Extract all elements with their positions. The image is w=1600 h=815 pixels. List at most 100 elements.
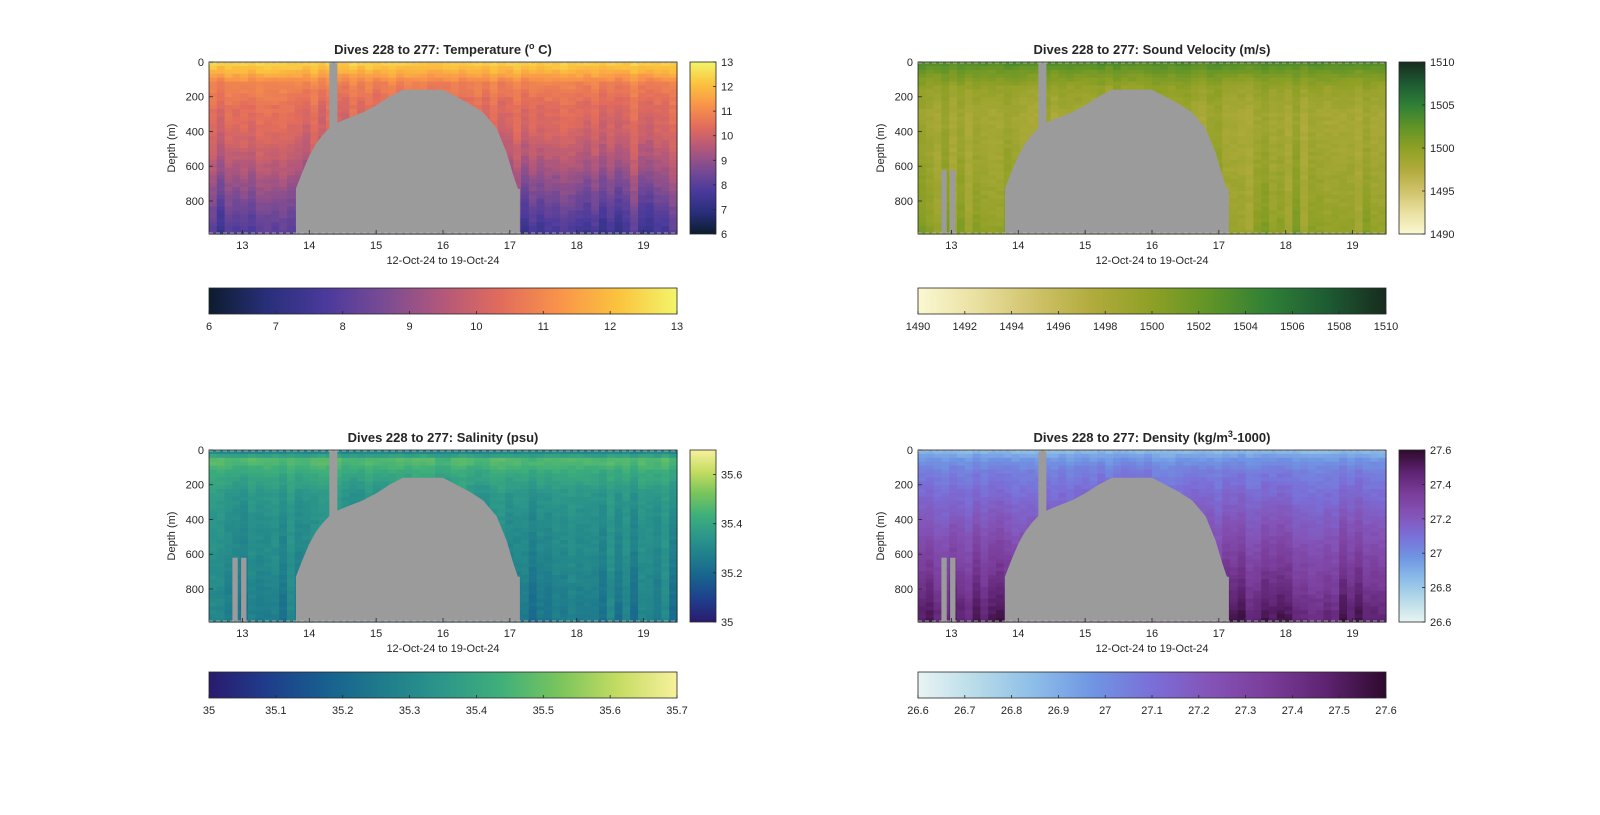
hcolorbar-tick-label: 27.2 <box>1188 705 1209 717</box>
colorbar-tick-label: 1495 <box>1430 186 1454 198</box>
title-superscript: 3 <box>1228 429 1233 439</box>
colorbar-tick-label: 27 <box>1430 548 1442 560</box>
missing-data-column <box>329 62 338 234</box>
hcolorbar-tick-label: 27.1 <box>1141 705 1162 717</box>
title-main: Dives 228 to 277: Sound Velocity (m/s) <box>1034 42 1271 57</box>
y-tick-label: 800 <box>186 584 204 596</box>
x-tick-label: 17 <box>504 240 516 252</box>
x-axis-label: 12-Oct-24 to 19-Oct-24 <box>1095 255 1208 267</box>
missing-data-column <box>950 169 956 234</box>
x-tick-label: 19 <box>1346 240 1358 252</box>
x-tick-label: 18 <box>571 240 583 252</box>
hcolorbar-tick-label: 27.3 <box>1235 705 1256 717</box>
y-tick-label: 200 <box>895 480 913 492</box>
x-axis-label: 12-Oct-24 to 19-Oct-24 <box>386 643 499 655</box>
x-tick-label: 16 <box>1146 240 1158 252</box>
hcolorbar-tick-label: 26.7 <box>954 705 975 717</box>
x-tick-label: 17 <box>1213 628 1225 640</box>
x-tick-label: 17 <box>504 628 516 640</box>
horizontal-colorbar <box>208 287 678 315</box>
colorbar-tick-label: 6 <box>721 229 727 241</box>
colorbar-tick-label: 13 <box>721 57 733 69</box>
panel-0: 13 14 15 16 17 18 19 0 200 400 600 800 12-Oct-24 to … <box>166 41 733 333</box>
colorbar-tick-label: 8 <box>721 180 727 192</box>
vertical-colorbar <box>1398 449 1426 623</box>
chart-title: Dives 228 to 277: Density (kg/m3-1000) <box>1034 429 1271 445</box>
colorbar-tick-label: 1510 <box>1430 57 1454 69</box>
missing-data-column <box>1038 62 1047 234</box>
y-axis-label: Depth (m) <box>166 124 178 173</box>
x-tick-label: 15 <box>1079 628 1091 640</box>
x-tick-label: 19 <box>637 628 649 640</box>
hcolorbar-tick-label: 11 <box>538 321 549 333</box>
x-tick-label: 14 <box>303 240 315 252</box>
hcolorbar-tick-label: 1502 <box>1187 321 1211 333</box>
y-tick-label: 0 <box>198 57 204 69</box>
hcolorbar-tick-label: 26.6 <box>907 705 928 717</box>
y-tick-label: 800 <box>895 196 913 208</box>
colorbar-tick-label: 35.4 <box>721 519 742 531</box>
x-tick-label: 15 <box>1079 240 1091 252</box>
x-tick-label: 14 <box>1012 628 1024 640</box>
x-tick-label: 18 <box>1280 240 1292 252</box>
seafloor-mask <box>1004 89 1229 234</box>
hcolorbar-tick-label: 26.8 <box>1001 705 1022 717</box>
missing-data-column <box>241 557 247 622</box>
colorbar-tick-label: 27.4 <box>1430 479 1451 491</box>
missing-data-column <box>232 557 238 622</box>
hcolorbar-tick-label: 35.6 <box>599 705 620 717</box>
x-tick-label: 15 <box>370 628 382 640</box>
x-tick-label: 19 <box>1346 628 1358 640</box>
colorbar-tick-label: 27.2 <box>1430 514 1451 526</box>
panel-2: 13 14 15 16 17 18 19 0 200 400 600 800 12-Oct-24 to … <box>166 430 742 717</box>
horizontal-colorbar <box>917 671 1387 699</box>
title-superscript: o <box>529 41 535 51</box>
y-tick-label: 600 <box>186 549 204 561</box>
hcolorbar-tick-label: 26.9 <box>1048 705 1069 717</box>
hcolorbar-tick-label: 1500 <box>1140 321 1164 333</box>
colorbar-tick-label: 35.2 <box>721 568 742 580</box>
hcolorbar-tick-label: 13 <box>671 321 683 333</box>
x-tick-label: 13 <box>236 628 248 640</box>
hcolorbar-tick-label: 1508 <box>1327 321 1351 333</box>
y-axis-label: Depth (m) <box>166 512 178 561</box>
y-tick-label: 400 <box>895 126 913 138</box>
y-tick-label: 600 <box>895 549 913 561</box>
hcolorbar-tick-label: 1510 <box>1374 321 1398 333</box>
x-tick-label: 13 <box>236 240 248 252</box>
title-tail: C) <box>535 42 552 57</box>
hcolorbar-tick-label: 1498 <box>1093 321 1117 333</box>
y-axis-label: Depth (m) <box>875 124 887 173</box>
hcolorbar-tick-label: 27.5 <box>1328 705 1349 717</box>
x-tick-label: 18 <box>571 628 583 640</box>
chart-title: Dives 228 to 277: Salinity (psu) <box>348 430 539 445</box>
y-axis-label: Depth (m) <box>875 512 887 561</box>
y-tick-label: 0 <box>198 445 204 457</box>
colorbar-tick-label: 11 <box>721 106 732 118</box>
title-main: Dives 228 to 277: Salinity (psu) <box>348 430 539 445</box>
hcolorbar-tick-label: 35.2 <box>332 705 353 717</box>
title-main: Dives 228 to 277: Temperature ( <box>334 42 530 57</box>
vertical-colorbar <box>689 449 717 623</box>
hcolorbar-tick-label: 27.6 <box>1375 705 1396 717</box>
colorbar-tick-label: 35.6 <box>721 470 742 482</box>
y-tick-label: 600 <box>895 161 913 173</box>
hcolorbar-tick-label: 27.4 <box>1282 705 1303 717</box>
hcolorbar-tick-label: 35.7 <box>666 705 687 717</box>
hcolorbar-tick-label: 35.5 <box>533 705 554 717</box>
panel-3: 13 14 15 16 17 18 19 0 200 400 600 800 12-Oct-24 to … <box>875 429 1451 717</box>
horizontal-colorbar <box>208 671 678 699</box>
hcolorbar-tick-label: 10 <box>470 321 482 333</box>
title-tail: -1000) <box>1233 430 1271 445</box>
y-tick-label: 0 <box>907 57 913 69</box>
colorbar-tick-label: 26.6 <box>1430 617 1451 629</box>
x-tick-label: 18 <box>1280 628 1292 640</box>
colorbar-tick-label: 1505 <box>1430 100 1454 112</box>
x-tick-label: 16 <box>437 240 449 252</box>
y-tick-label: 200 <box>186 92 204 104</box>
y-tick-label: 800 <box>895 584 913 596</box>
hcolorbar-tick-label: 35.3 <box>399 705 420 717</box>
x-tick-label: 14 <box>1012 240 1024 252</box>
x-tick-label: 16 <box>437 628 449 640</box>
